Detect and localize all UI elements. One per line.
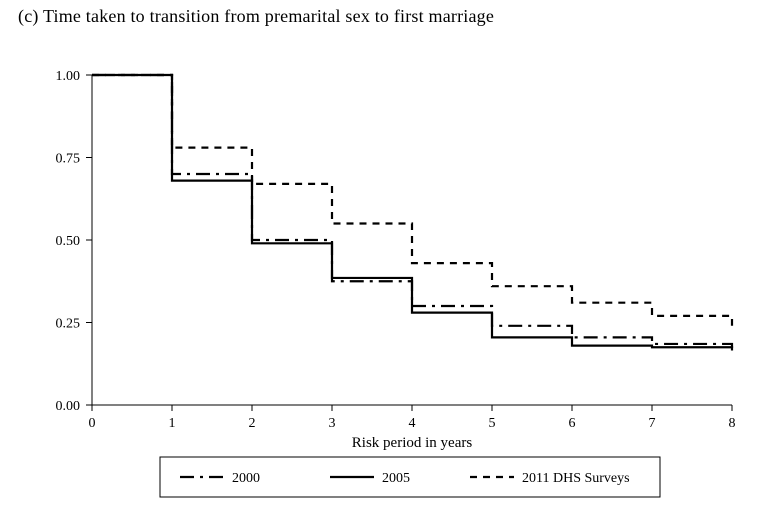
x-tick-label: 3	[329, 416, 336, 431]
x-tick-label: 5	[489, 416, 496, 431]
x-tick-label: 6	[569, 416, 576, 431]
y-tick-label: 0.50	[56, 234, 81, 249]
y-tick-label: 0.75	[56, 152, 81, 167]
legend-label-s2000: 2000	[232, 471, 260, 486]
legend-label-s2011: 2011 DHS Surveys	[522, 471, 630, 486]
survival-chart: 0.00 0.25 0.50 0.75 1.00 0 1 2 3 4 5 6 7 8 Risk period…	[10, 55, 770, 515]
legend-label-s2005: 2005	[382, 471, 410, 486]
panel-title: (c) Time taken to transition from premar…	[18, 6, 494, 27]
x-axis-label: Risk period in years	[352, 435, 473, 451]
series-s2005	[92, 75, 732, 351]
x-tick-label: 1	[169, 416, 176, 431]
x-tick-label: 2	[249, 416, 256, 431]
x-tick-label: 4	[409, 416, 416, 431]
y-tick-label: 1.00	[56, 69, 81, 84]
y-tick-label: 0.00	[56, 399, 81, 414]
y-tick-label: 0.25	[56, 317, 81, 332]
x-tick-label: 0	[89, 416, 96, 431]
x-tick-label: 8	[729, 416, 736, 431]
x-tick-label: 7	[649, 416, 656, 431]
